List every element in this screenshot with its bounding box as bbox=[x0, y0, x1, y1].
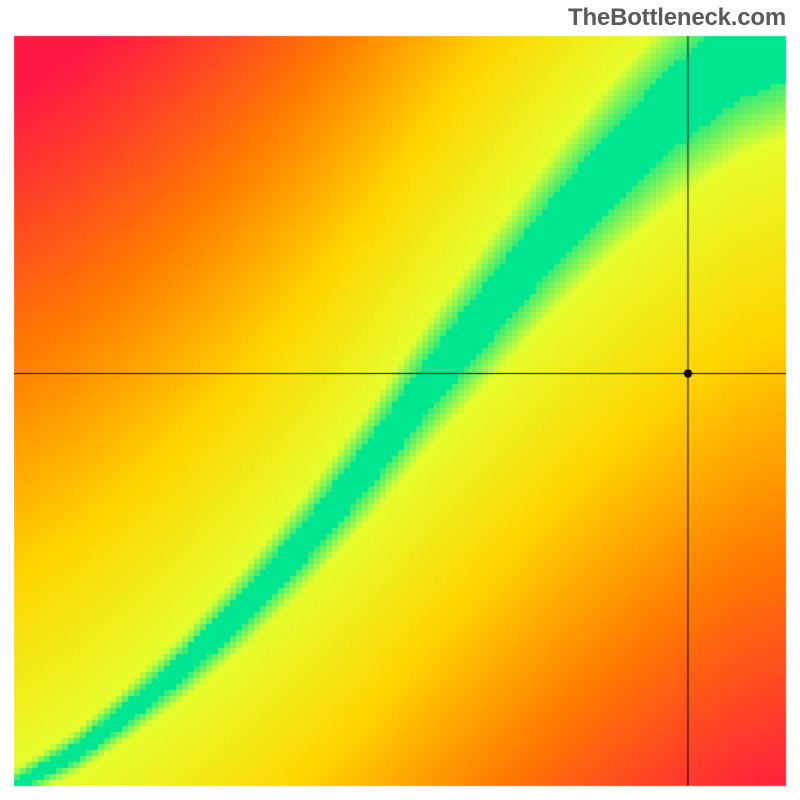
bottleneck-heatmap: { "watermark": { "text": "TheBottleneck.… bbox=[0, 0, 800, 800]
heatmap-canvas bbox=[0, 0, 800, 800]
watermark-text: TheBottleneck.com bbox=[568, 4, 786, 32]
